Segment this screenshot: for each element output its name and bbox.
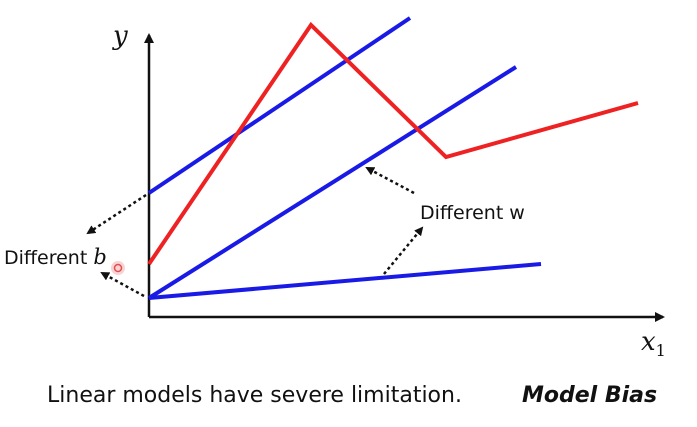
different-w-label: Different w <box>420 202 525 224</box>
arrow-b-to-top <box>86 193 147 235</box>
linear-line-bottom <box>148 262 542 300</box>
arrow-w-to-bottom <box>383 226 424 275</box>
arrow-w-to-middle <box>365 166 415 195</box>
arrow-b-to-bottom <box>100 271 145 298</box>
model-bias-label: Model Bias <box>522 383 658 408</box>
linear-line-middle <box>147 65 518 300</box>
pointer-cursor <box>111 261 125 275</box>
x-axis-label: x1 <box>641 327 666 360</box>
piecewise-linear-curve <box>147 21 639 266</box>
caption-text: Linear models have severe limitation. <box>47 383 462 408</box>
caption: Linear models have severe limitation. Mo… <box>0 383 697 417</box>
y-axis-label: y <box>112 21 128 51</box>
different-b-label: Different b <box>4 245 107 269</box>
model-bias-diagram: y x1 Different w Different b <box>4 16 666 360</box>
linear-line-top <box>147 16 412 195</box>
